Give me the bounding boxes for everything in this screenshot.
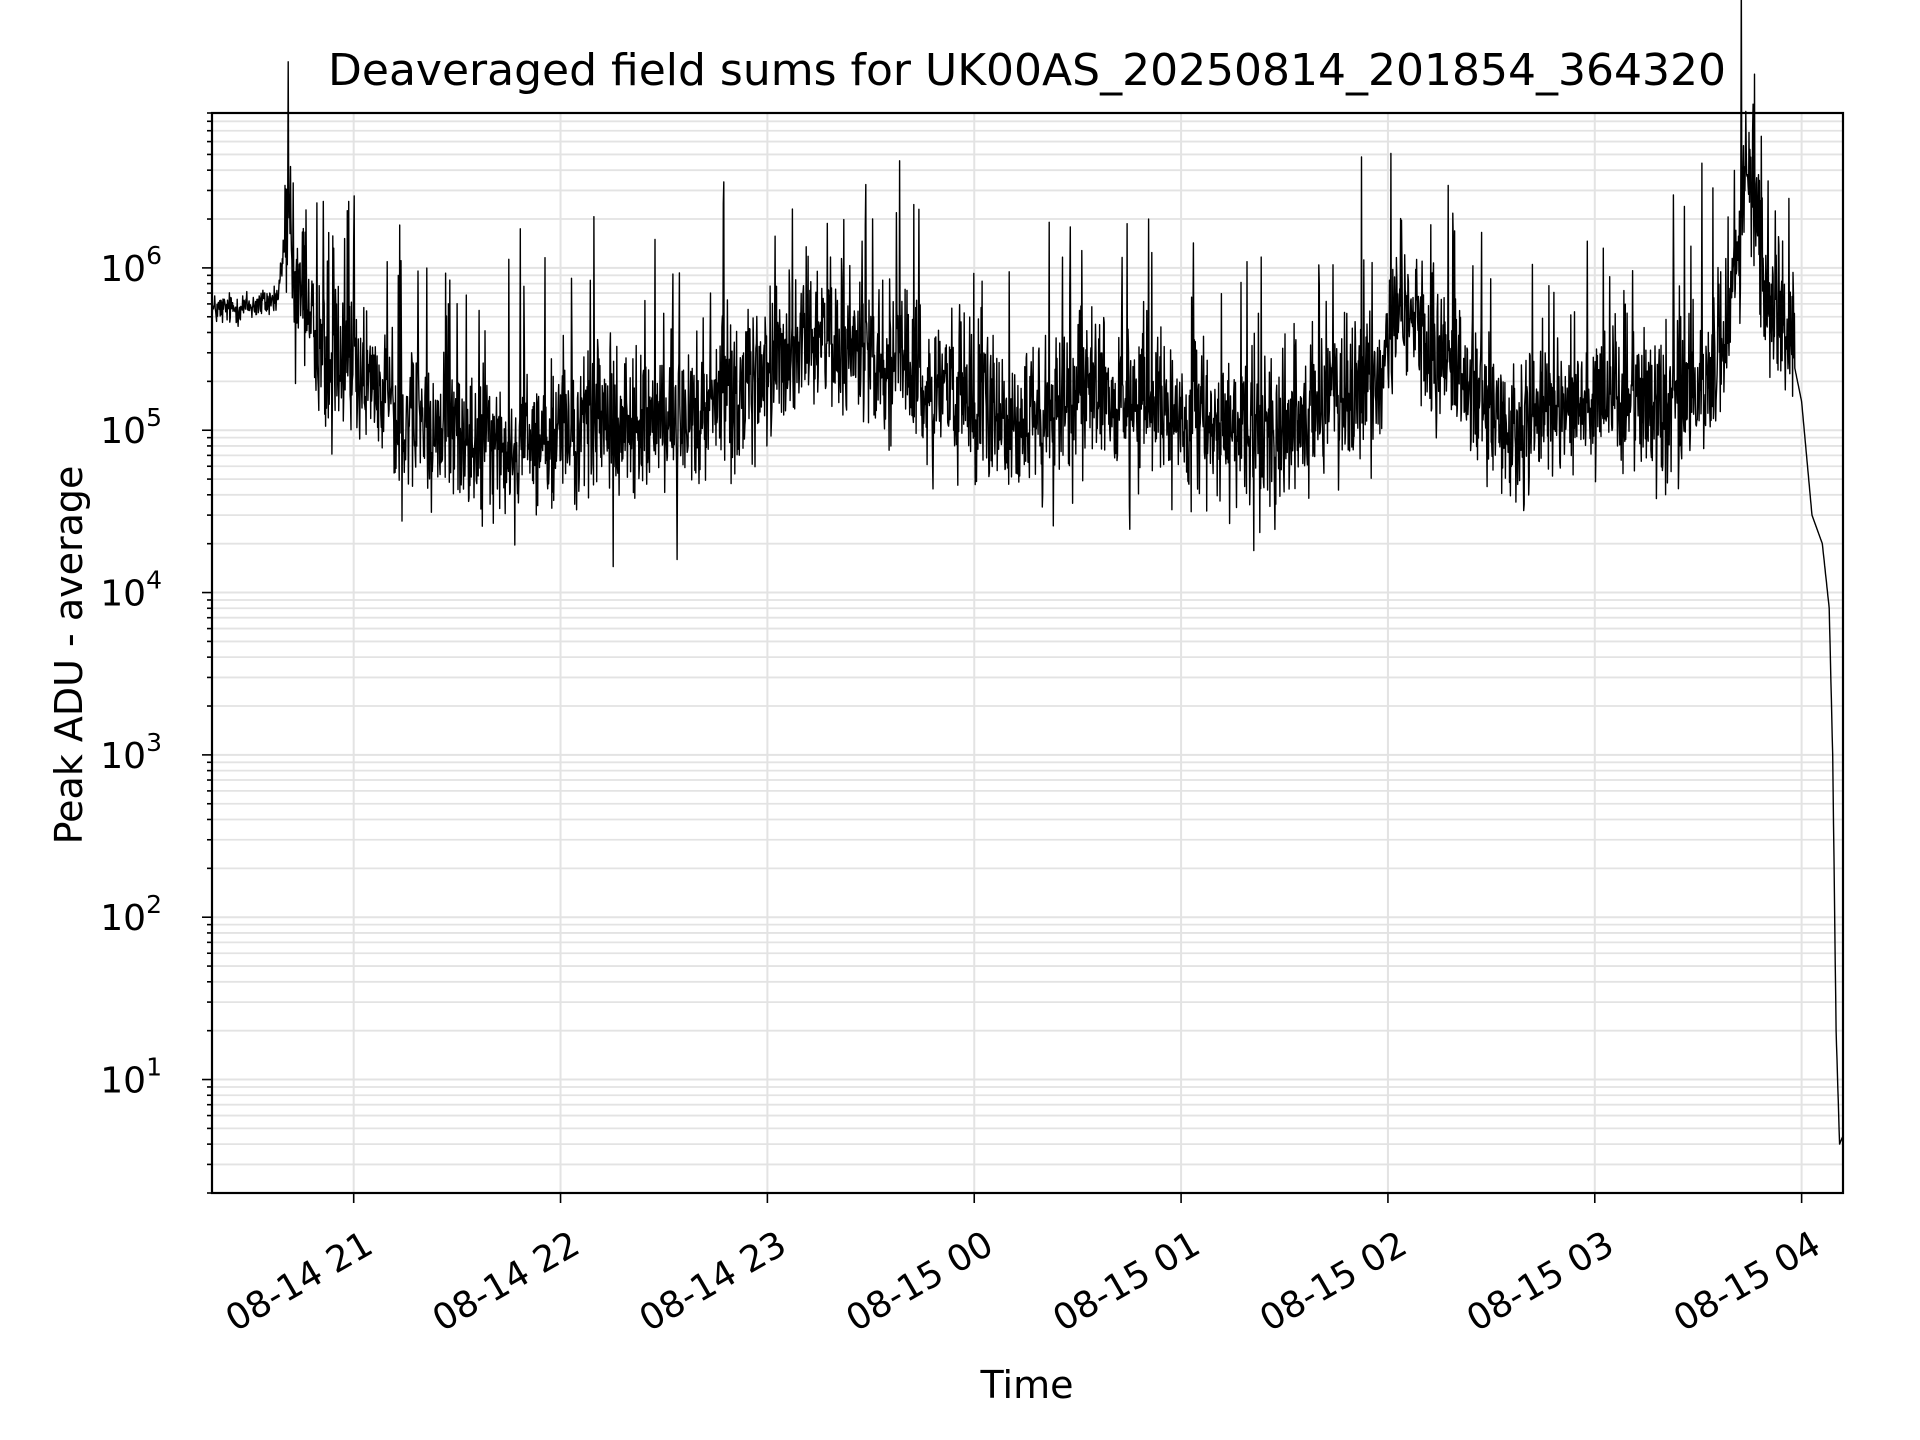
y-tick-label: 105 — [100, 403, 162, 452]
series-line — [211, 0, 1844, 1145]
y-axis-label: Peak ADU - average — [47, 466, 91, 845]
y-tick-label: 103 — [100, 728, 162, 777]
plot-frame — [210, 111, 1845, 1195]
chart-title: Deaveraged field sums for UK00AS_2025081… — [328, 45, 1726, 96]
y-tick-label: 102 — [100, 890, 162, 939]
line-layer — [211, 0, 1844, 1145]
x-axis-label: Time — [980, 1363, 1074, 1407]
y-tick-label: 106 — [100, 241, 162, 290]
y-tick-label: 101 — [100, 1053, 162, 1102]
y-tick-label: 104 — [100, 566, 162, 615]
